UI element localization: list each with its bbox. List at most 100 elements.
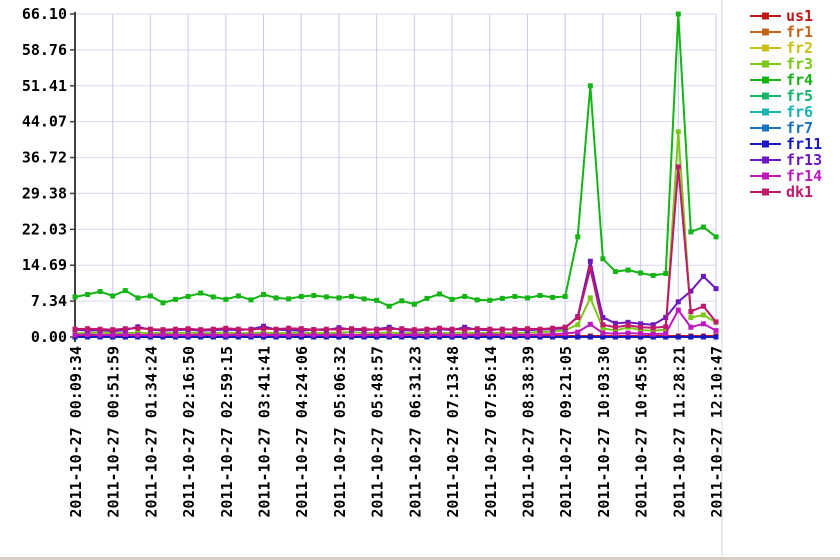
data-point-marker [524,295,530,301]
x-axis-label: 2011-10-27 02:59:15 [218,346,236,518]
data-point-marker [449,332,455,338]
data-point-marker [248,327,254,333]
data-point-marker [474,326,480,332]
data-point-marker [487,331,493,337]
data-point-marker [210,326,216,332]
data-point-marker [474,297,480,303]
data-point-marker [663,331,669,337]
y-axis-label: 51.41 [22,77,67,95]
data-point-marker [499,295,505,301]
data-point-marker [612,334,618,340]
data-point-marker [160,327,166,333]
data-point-marker [336,327,342,333]
x-axis-label: 2011-10-27 08:38:39 [519,346,537,518]
legend-marker-swatch [762,124,769,132]
data-point-marker [374,327,380,333]
data-point-marker [235,332,241,338]
data-point-marker [286,325,292,331]
legend-marker-swatch [762,108,769,116]
x-axis-label: 2011-10-27 00:51:59 [105,346,123,518]
x-axis-label: 2011-10-27 10:03:30 [595,346,613,518]
data-point-marker [487,326,493,332]
data-point-marker [650,334,656,340]
data-point-marker [688,314,694,320]
data-point-marker [524,332,530,338]
data-point-marker [173,326,179,332]
data-point-marker [562,324,568,330]
data-point-marker [286,296,292,302]
data-point-marker [700,224,706,230]
data-point-marker [638,331,644,337]
data-point-marker [700,334,706,340]
data-point-marker [336,295,342,301]
data-point-marker [273,295,279,301]
data-point-marker [600,322,606,328]
data-point-marker [638,321,644,327]
data-point-marker [311,327,317,333]
data-point-marker [311,292,317,298]
data-point-marker [173,332,179,338]
data-point-marker [638,270,644,276]
data-point-marker [85,332,91,338]
data-point-marker [713,328,719,334]
data-point-marker [638,334,644,340]
x-axis: 2011-10-27 00:09:34 2011-10-27 00:51:59 20… [67,346,726,518]
data-point-marker [638,324,644,330]
data-point-marker [436,325,442,331]
data-point-marker [462,332,468,338]
data-point-marker [675,334,681,340]
data-point-marker [487,297,493,303]
data-point-marker [386,303,392,309]
data-point-marker [688,324,694,330]
data-point-marker [411,327,417,333]
x-axis-label: 2011-10-27 12:10:47 [708,346,726,518]
legend-item-fr1: fr1 [750,23,813,41]
legend-marker-swatch [762,60,769,68]
grid [74,13,717,342]
data-point-marker [449,296,455,302]
legend-label: dk1 [786,183,813,201]
data-point-marker [700,303,706,309]
data-point-marker [612,320,618,326]
data-point-marker [600,256,606,262]
y-axis-label: 36.72 [22,149,67,167]
data-point-marker [147,332,153,338]
data-point-marker [663,327,669,333]
data-point-marker [688,229,694,235]
data-point-marker [411,332,417,338]
legend-label: fr4 [786,71,813,89]
data-point-marker [374,297,380,303]
data-point-marker [638,327,644,333]
legend-label: fr5 [786,87,813,105]
legend-label: fr1 [786,23,813,41]
data-point-marker [185,293,191,299]
y-axis-label: 66.10 [22,5,67,23]
data-point-marker [600,334,606,340]
series-markers-fr3 [72,129,719,336]
data-point-marker [663,324,669,330]
data-point-marker [688,288,694,294]
data-point-marker [110,293,116,299]
data-point-marker [713,319,719,325]
legend-item-fr3: fr3 [750,55,813,73]
data-point-marker [600,314,606,320]
bottom-edge-strip [0,557,840,560]
data-point-marker [688,334,694,340]
x-axis-label: 2011-10-27 04:24:06 [293,346,311,518]
legend-marker-swatch [762,12,769,20]
data-point-marker [650,331,656,337]
series-line-fr14 [74,308,717,337]
legend-marker-swatch [762,28,769,36]
data-point-marker [361,332,367,338]
y-axis: 0.00 7.34 14.69 22.03 29.38 36.72 44.07 51.41 58… [22,5,75,346]
y-axis-label: 14.69 [22,256,67,274]
data-point-marker [399,332,405,338]
data-point-marker [399,298,405,304]
legend-marker-swatch [762,44,769,52]
legend-marker-swatch [762,172,769,180]
data-point-marker [273,326,279,332]
series-markers-dk1 [72,164,719,333]
data-point-marker [675,11,681,17]
